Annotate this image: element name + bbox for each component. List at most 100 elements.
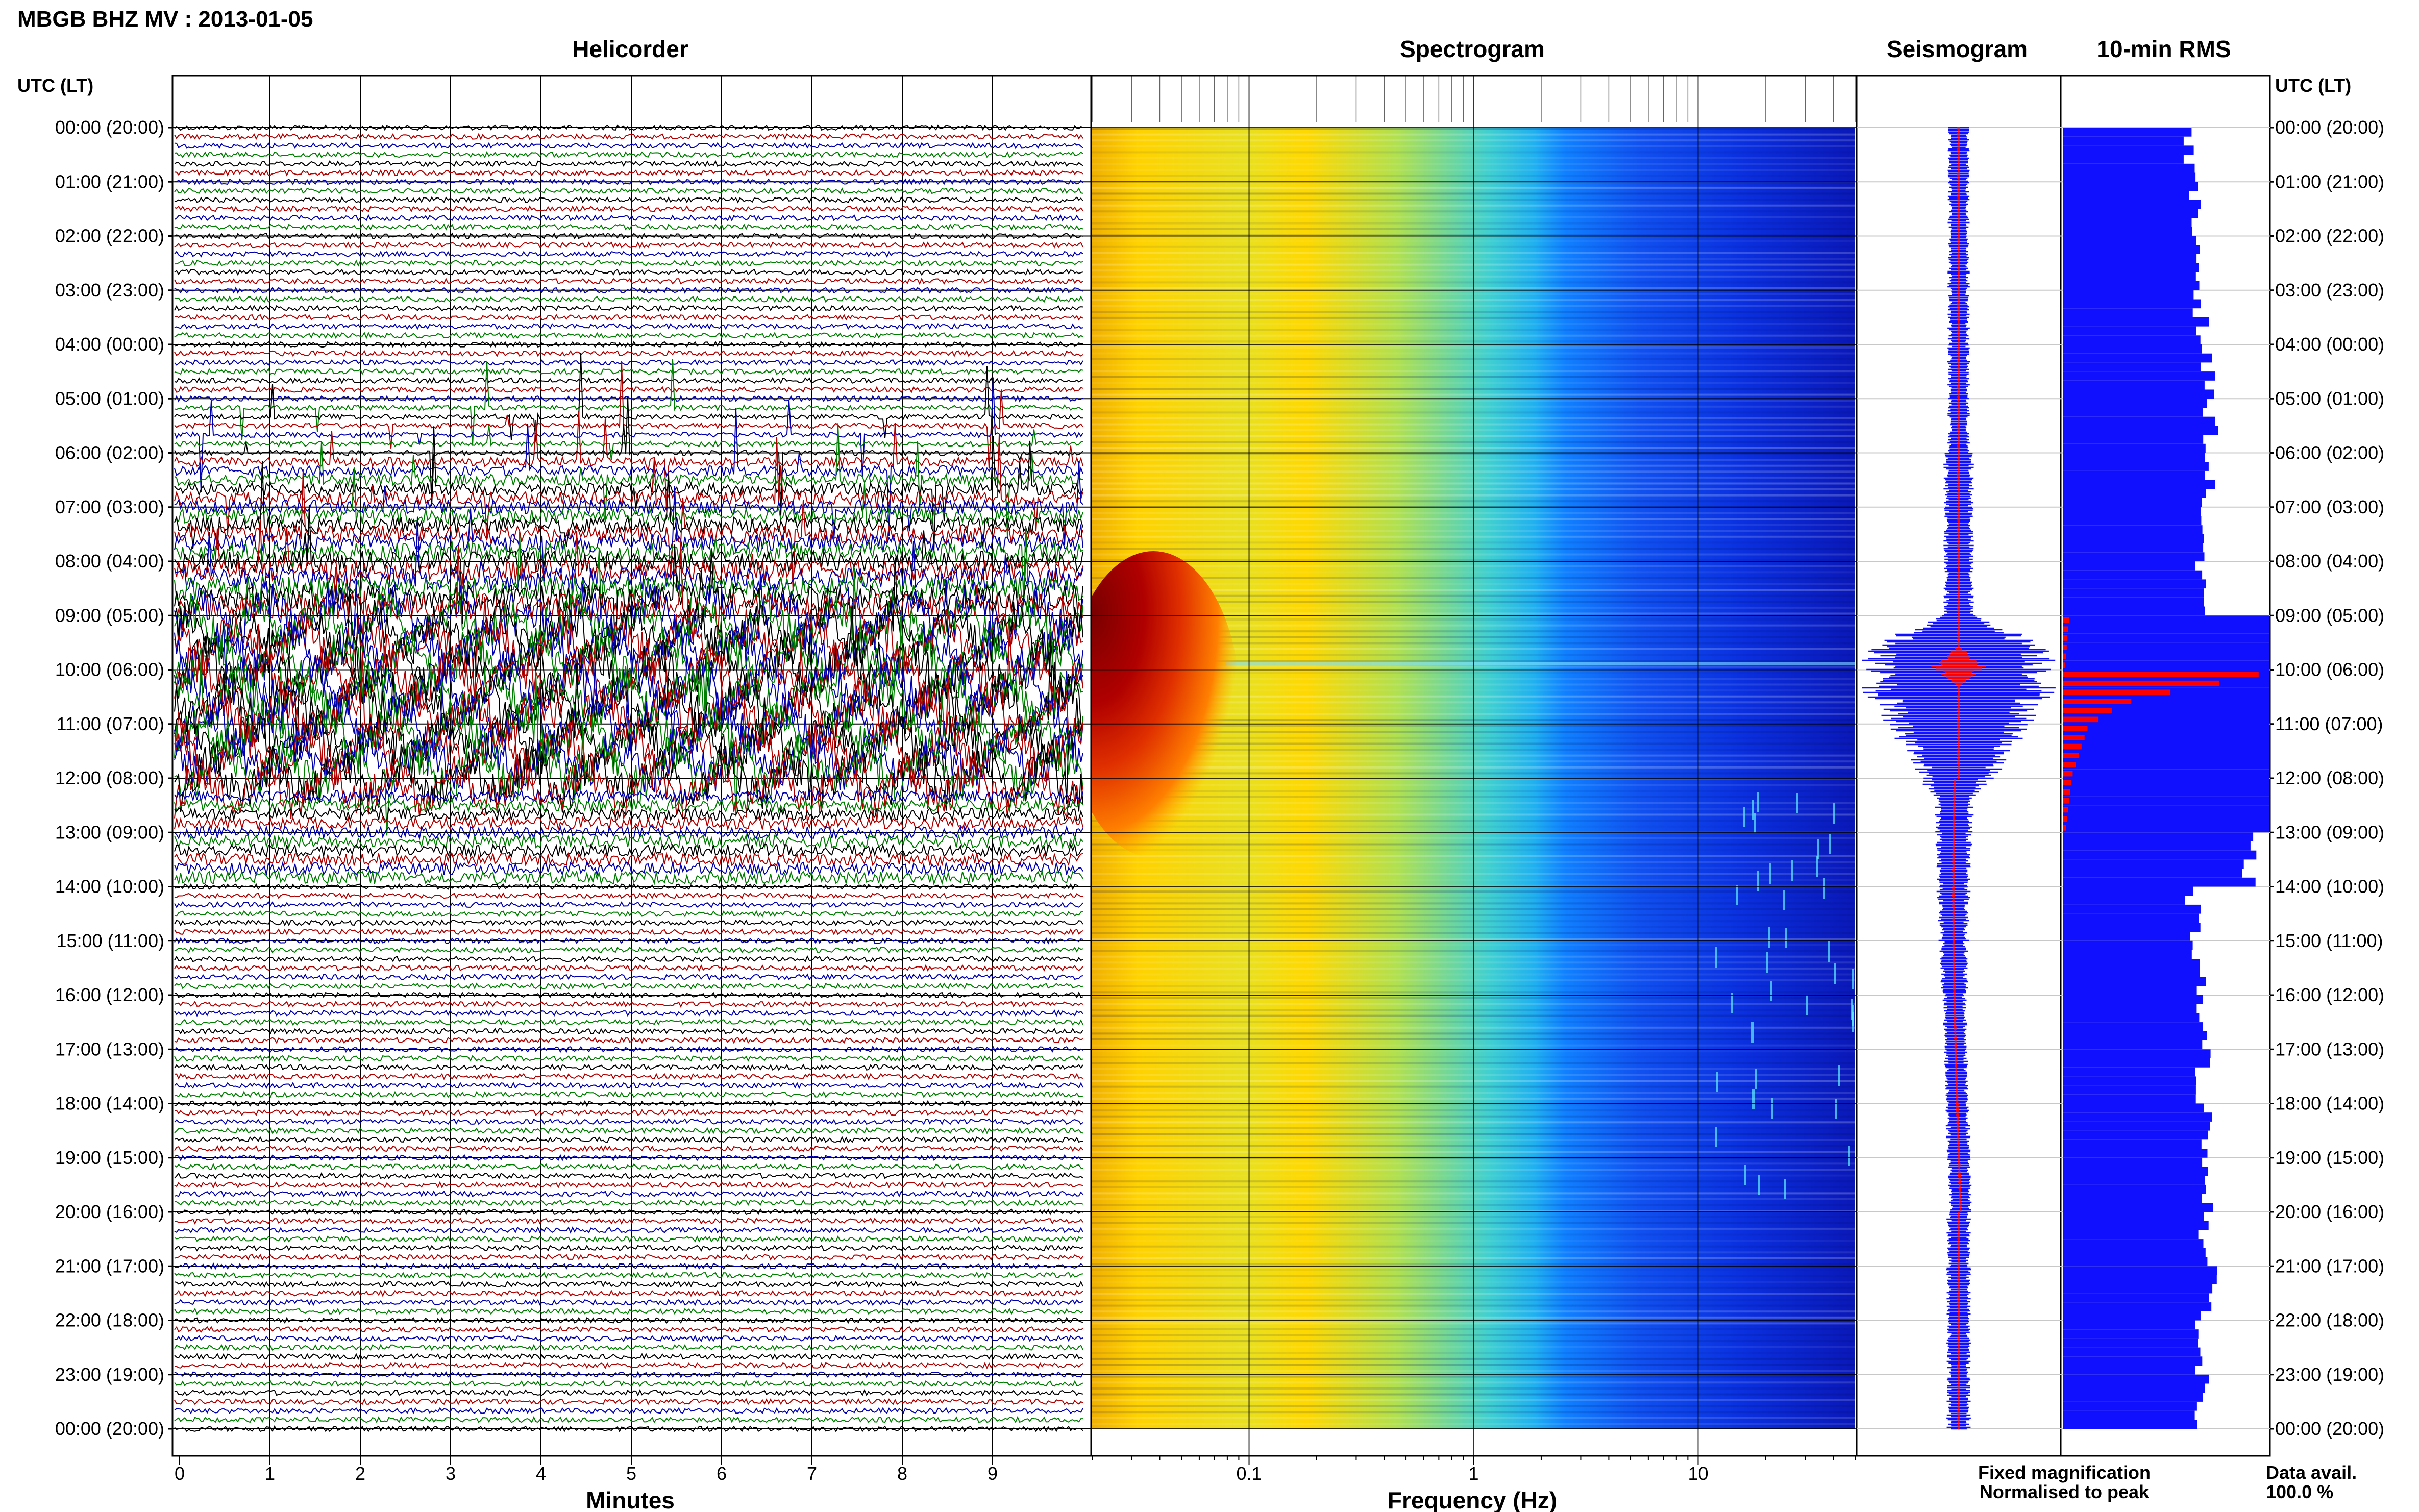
- helicorder-trace: [174, 1245, 1083, 1252]
- rms-bar-fixed: [2063, 796, 2269, 806]
- helicorder-trace: [174, 1280, 1083, 1288]
- helicorder-trace: [174, 1290, 1083, 1297]
- rms-bar-fixed: [2063, 480, 2215, 489]
- time-axis-labels: 00:00 (20:00) 00:00 (20:00) 01:00 (21:00) 0…: [55, 117, 2384, 1439]
- helicorder-trace: [174, 1298, 1083, 1306]
- rms-bar-fixed: [2063, 552, 2205, 561]
- rms-bar-fixed: [2063, 1212, 2204, 1221]
- rms-plot: [2061, 127, 2270, 1429]
- helicorder-trace: [174, 160, 1083, 167]
- helicorder-trace: [174, 377, 1083, 385]
- rms-bar-fixed: [2063, 805, 2269, 814]
- helicorder-trace: [174, 973, 1083, 981]
- rms-bar-fixed: [2063, 1103, 2204, 1113]
- helicorder-trace: [175, 537, 1083, 605]
- helicorder-trace: [174, 196, 1083, 204]
- rms-bar-fixed: [2063, 1167, 2208, 1176]
- rms-bar-normalised: [2063, 662, 2065, 668]
- helicorder-trace: [174, 833, 1083, 850]
- spectrogram-line: [1771, 1098, 1773, 1119]
- rms-bar-fixed: [2063, 1366, 2195, 1375]
- helicorder-trace: [174, 1154, 1083, 1161]
- helicorder-trace: [174, 919, 1083, 927]
- helicorder-title: Helicorder: [572, 36, 688, 62]
- rms-bar-normalised: [2063, 653, 2066, 659]
- helicorder-trace: [174, 928, 1083, 936]
- rms-bar-fixed: [2063, 1004, 2197, 1013]
- right-axis-title: UTC (LT): [2275, 75, 2351, 96]
- rms-bar-fixed: [2063, 633, 2269, 643]
- rms-bar-fixed: [2063, 263, 2199, 272]
- rms-bar-fixed: [2063, 1076, 2196, 1086]
- helicorder-trace: [174, 788, 1083, 805]
- rms-bar-fixed: [2063, 814, 2269, 824]
- figure-title: MBGB BHZ MV : 2013-01-05: [17, 7, 313, 32]
- helicorder-trace: [174, 861, 1083, 877]
- rms-bar-fixed: [2063, 470, 2205, 480]
- helicorder-trace: [174, 1226, 1083, 1234]
- rms-bar-fixed: [2063, 904, 2201, 914]
- helicorder-trace: [174, 722, 1083, 836]
- helicorder-trace: [174, 340, 1083, 348]
- rms-bar-fixed: [2063, 335, 2201, 344]
- rms-bar-normalised: [2063, 689, 2171, 696]
- rms-bar-fixed: [2063, 1040, 2203, 1050]
- spectrogram-line: [1829, 834, 1831, 854]
- spectrogram-line: [1806, 995, 1808, 1015]
- spectrogram-line: [1835, 1099, 1837, 1119]
- helicorder-trace: [174, 991, 1083, 999]
- rms-bar-normalised: [2063, 635, 2068, 641]
- time-label-left: 17:00 (13:00): [55, 1038, 164, 1059]
- time-label-left: 00:00 (20:00): [55, 1418, 164, 1439]
- rms-bar-fixed: [2063, 1410, 2195, 1420]
- helicorder-trace: [174, 1353, 1083, 1360]
- rms-bar-normalised: [2063, 716, 2099, 723]
- spectrogram-line: [1796, 793, 1798, 813]
- rms-bar-fixed: [2063, 182, 2198, 191]
- rms-bar-normalised: [2063, 762, 2076, 767]
- rms-bar-normalised: [2063, 644, 2067, 650]
- time-label-right: 01:00 (21:00): [2275, 171, 2384, 192]
- helicorder-traces: [174, 124, 1083, 1432]
- rms-bar-fixed: [2063, 751, 2269, 760]
- rms-bar-fixed: [2063, 1356, 2203, 1366]
- helicorder-trace: [174, 1380, 1083, 1387]
- spectrogram-hotspot: [1092, 551, 1240, 857]
- time-label-left: 15:00 (11:00): [57, 930, 164, 951]
- x-axis-ticks: 0 1 2 3 4 5 6 7 8 9 0.1 1 10: [175, 1456, 1708, 1484]
- helicorder-trace: [174, 323, 1083, 330]
- rms-bar-fixed: [2063, 1149, 2208, 1158]
- spectrogram-line: [1785, 928, 1787, 948]
- rms-bar-fixed: [2063, 787, 2269, 797]
- time-label-right: 06:00 (02:00): [2275, 442, 2384, 463]
- time-label-left: 00:00 (20:00): [55, 117, 164, 138]
- rms-bar-fixed: [2063, 290, 2194, 300]
- rms-bar-fixed: [2063, 877, 2256, 887]
- rms-bar-normalised: [2063, 771, 2073, 777]
- spectrogram-line: [1791, 860, 1793, 881]
- rms-bar-fixed: [2063, 1139, 2202, 1149]
- time-label-right: 04:00 (00:00): [2275, 334, 2384, 355]
- rms-bar-fixed: [2063, 859, 2244, 869]
- spectrogram-line: [1828, 941, 1830, 962]
- rms-bar-fixed: [2063, 155, 2184, 164]
- minute-tick-label: 1: [265, 1463, 275, 1484]
- frequency-axis-title: Frequency (Hz): [1388, 1487, 1557, 1512]
- rms-bar-normalised: [2063, 617, 2069, 623]
- rms-bar-normalised: [2063, 816, 2067, 822]
- rms-bar-fixed: [2063, 163, 2195, 173]
- rms-bar-fixed: [2063, 1401, 2197, 1411]
- rms-bar-fixed: [2063, 1203, 2213, 1212]
- helicorder-trace: [174, 852, 1083, 867]
- helicorder-trace: [174, 892, 1083, 900]
- rms-bar-fixed: [2063, 561, 2195, 571]
- rms-bar-fixed: [2063, 986, 2197, 995]
- helicorder-trace: [174, 350, 1083, 357]
- helicorder-trace: [174, 295, 1083, 303]
- rms-bar-normalised: [2063, 753, 2079, 758]
- time-label-right: 09:00 (05:00): [2275, 605, 2384, 626]
- spectrogram-line: [1833, 803, 1835, 824]
- rms-bar-normalised: [2063, 825, 2066, 831]
- rms-bar-normalised: [2063, 726, 2088, 731]
- helicorder-trace: [174, 359, 1083, 366]
